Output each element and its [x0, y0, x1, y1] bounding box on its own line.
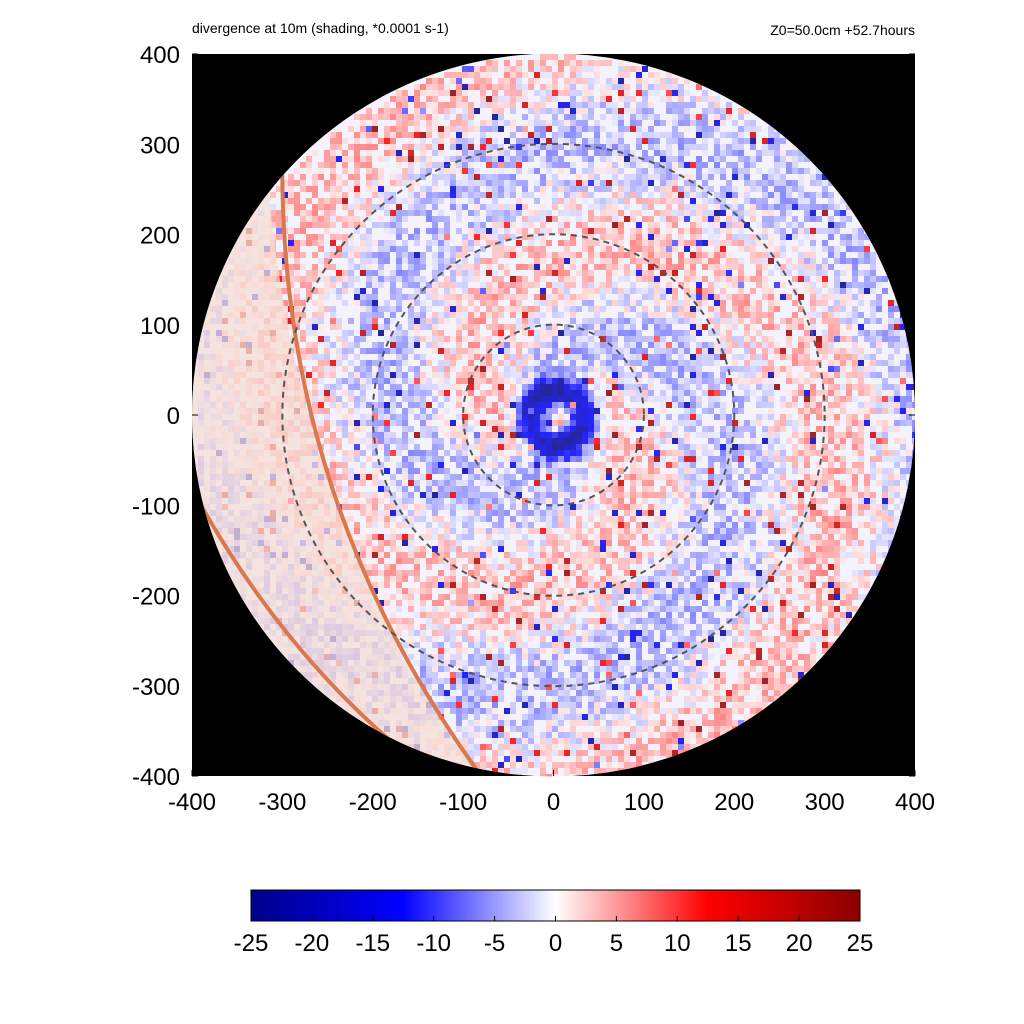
colorbar-tick-label: 5 — [610, 930, 623, 957]
colorbar-tick-label: -10 — [416, 930, 451, 957]
x-tick-label: -300 — [258, 789, 306, 816]
chart-title: divergence at 10m (shading, *0.0001 s-1) — [192, 20, 449, 36]
range-ring-300 — [281, 142, 826, 688]
colorbar-tick-label: -20 — [295, 930, 330, 957]
colorbar-tick-label: 20 — [786, 930, 813, 957]
coastline-east — [280, 153, 483, 777]
colorbar-tick-label: 15 — [725, 930, 752, 957]
colorbar-tick-label: -5 — [484, 930, 505, 957]
colorbar-tick-label: -25 — [234, 930, 269, 957]
colorbar: -25 -20 -15 -10 -5 0 5 10 15 20 25 — [234, 889, 874, 957]
x-tick-label: -100 — [439, 789, 487, 816]
x-tick-label: 100 — [624, 789, 664, 816]
shaded-sector — [192, 54, 482, 776]
range-ring-200 — [371, 233, 736, 597]
x-tick-label: -400 — [168, 789, 216, 816]
y-tick-label: 400 — [140, 42, 180, 69]
x-tick-label: -200 — [349, 789, 397, 816]
y-tick-label: -300 — [132, 674, 180, 701]
colorbar-tick-label: 25 — [847, 930, 874, 957]
y-tick-label: -400 — [132, 764, 180, 791]
colorbar-gradient — [250, 889, 861, 922]
domain-disk — [192, 54, 915, 777]
chart-subtitle: Z0=50.0cm +52.7hours — [770, 22, 915, 38]
y-tick-label: 100 — [140, 313, 180, 340]
y-tick-label: -200 — [132, 584, 180, 611]
y-tick-label: 0 — [167, 403, 180, 430]
colorbar-tick-label: 0 — [549, 930, 562, 957]
range-rings — [281, 142, 826, 688]
colorbar-tick-label: 10 — [664, 930, 691, 957]
plot-area — [192, 54, 915, 777]
y-tick-label: 200 — [140, 223, 180, 250]
y-tick-label: 300 — [140, 132, 180, 159]
axes: -400 -300 -200 -100 0 100 200 300 400 -400 -300 -20… — [132, 42, 935, 816]
range-ring-100 — [462, 323, 645, 507]
colorbar-tick-label: -15 — [355, 930, 390, 957]
y-tick-label: -100 — [132, 493, 180, 520]
x-tick-label: 400 — [895, 789, 935, 816]
x-tick-label: 300 — [805, 789, 845, 816]
x-tick-label: 200 — [714, 789, 754, 816]
x-tick-label: 0 — [547, 789, 560, 816]
coastline-west — [199, 504, 402, 751]
